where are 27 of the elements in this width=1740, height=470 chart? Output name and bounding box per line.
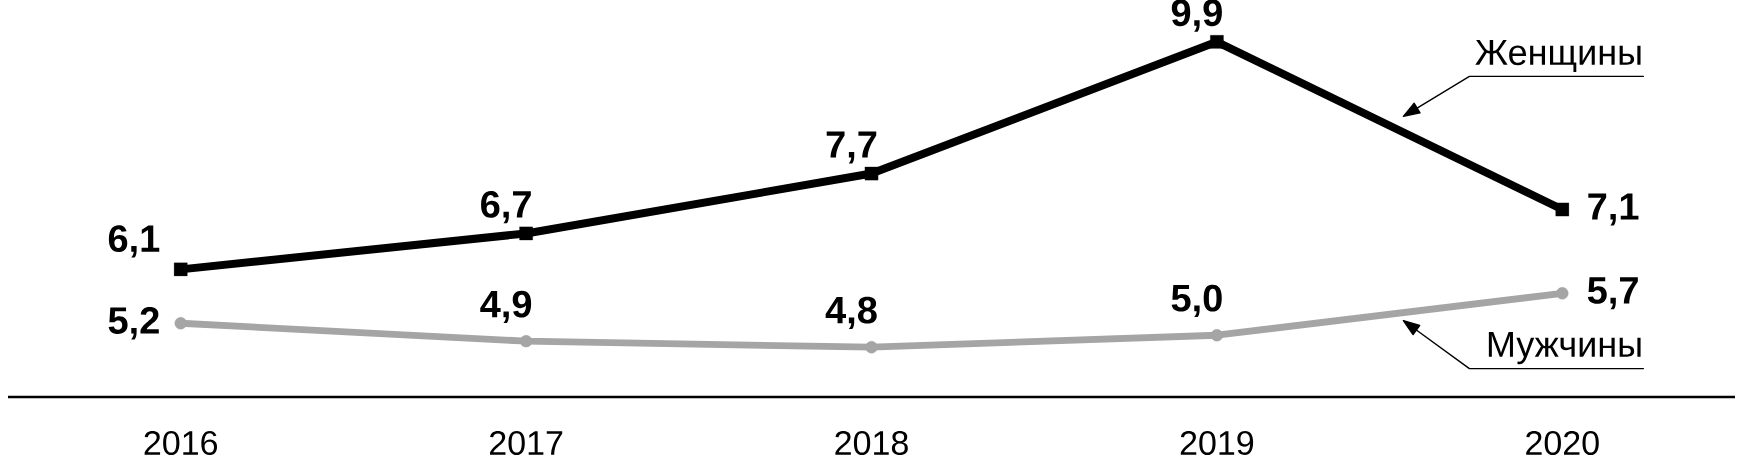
data-label: 4,9 <box>480 290 532 324</box>
point <box>865 341 878 354</box>
point <box>1210 35 1224 49</box>
data-label: 9,9 <box>1171 0 1222 32</box>
point <box>174 317 187 330</box>
data-label: 7,7 <box>826 131 877 164</box>
point <box>864 166 879 181</box>
point <box>520 335 533 348</box>
series-label: Мужчины <box>1488 331 1641 365</box>
data-label: 5,7 <box>1587 277 1638 310</box>
data-label: 5,2 <box>108 307 159 340</box>
data-label: 5,0 <box>1171 284 1222 318</box>
point <box>1555 202 1570 217</box>
point <box>519 226 533 241</box>
text: Женщины <box>1475 40 1641 72</box>
data-label: 6,1 <box>108 225 160 258</box>
x-tick-label: 2016 <box>144 430 218 456</box>
point <box>174 262 188 277</box>
x-tick-label: 2020 <box>1526 430 1599 456</box>
point <box>1556 287 1569 300</box>
data-label: 6,7 <box>481 190 531 224</box>
point <box>1210 329 1224 342</box>
x-tick-label: 2019 <box>1180 430 1254 456</box>
x-tick-label: 2018 <box>835 430 908 456</box>
x-tick-label: 2017 <box>490 430 563 456</box>
data-label: 7,1 <box>1588 193 1639 226</box>
data-label: 4,8 <box>825 296 877 330</box>
